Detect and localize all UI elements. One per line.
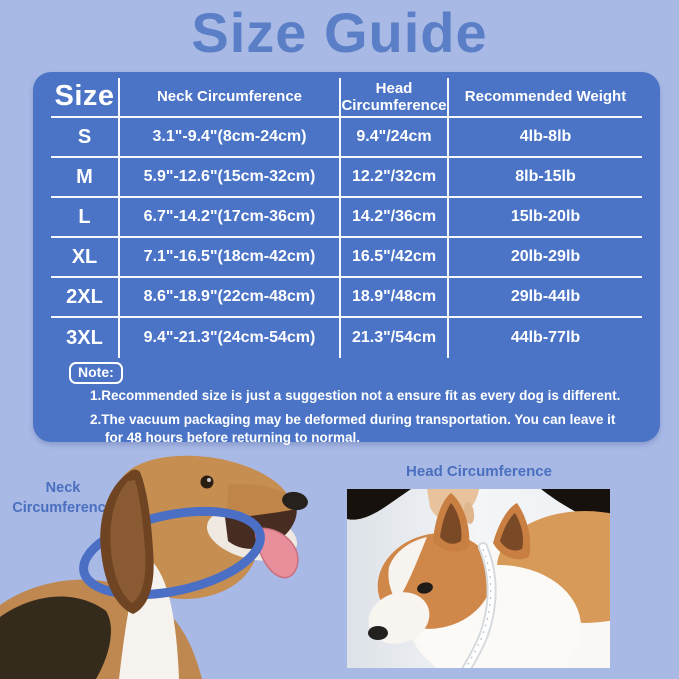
table-row-2xl-weight: 29lb-44lb bbox=[449, 278, 642, 318]
table-row-s-weight: 4lb-8lb bbox=[449, 118, 642, 158]
head-measure-photo bbox=[347, 489, 610, 668]
column-header-neck-circumference: Neck Circumference bbox=[120, 78, 341, 118]
table-row-m-head: 12.2"/32cm bbox=[341, 158, 449, 198]
note-item-2: 2.The vacuum packaging may be deformed d… bbox=[90, 411, 616, 445]
table-row-s-neck: 3.1"-9.4"(8cm-24cm) bbox=[120, 118, 341, 158]
size-table: Size Neck Circumference Head Circumferen… bbox=[51, 78, 642, 358]
column-header-head-circumference: Head Circumference bbox=[341, 78, 449, 118]
size-table-panel: Size Neck Circumference Head Circumferen… bbox=[33, 72, 660, 445]
table-row-l-size: L bbox=[51, 198, 120, 238]
column-header-recommended-weight: Recommended Weight bbox=[449, 78, 642, 118]
table-row-l-head: 14.2"/36cm bbox=[341, 198, 449, 238]
table-row-3xl-neck: 9.4"-21.3"(24cm-54cm) bbox=[120, 318, 341, 358]
table-row-2xl-size: 2XL bbox=[51, 278, 120, 318]
column-header-size: Size bbox=[51, 78, 120, 118]
table-row-l-neck: 6.7"-14.2"(17cm-36cm) bbox=[120, 198, 341, 238]
neck-measure-ring-icon bbox=[79, 506, 265, 600]
table-row-3xl-weight: 44lb-77lb bbox=[510, 329, 581, 346]
table-row-2xl-neck: 8.6"-18.9"(22cm-48cm) bbox=[120, 278, 341, 318]
note-item-1: 1.Recommended size is just a suggestion … bbox=[90, 388, 621, 403]
table-row-xl-head: 16.5"/42cm bbox=[341, 238, 449, 278]
table-row-xl-neck: 7.1"-16.5"(18cm-42cm) bbox=[120, 238, 341, 278]
table-row-l-weight: 15lb-20lb bbox=[449, 198, 642, 238]
beagle-dog-image bbox=[0, 455, 308, 679]
table-row-m-neck: 5.9"-12.6"(15cm-32cm) bbox=[120, 158, 341, 198]
note-list: 1.Recommended size is just a suggestion … bbox=[90, 387, 635, 452]
page-title: Size Guide bbox=[191, 1, 488, 64]
table-row-xl-weight: 20lb-29lb bbox=[449, 238, 642, 278]
table-row-2xl-head: 18.9"/48cm bbox=[341, 278, 449, 318]
table-row-m-size: M bbox=[51, 158, 120, 198]
table-row-m-weight: 8lb-15lb bbox=[449, 158, 642, 198]
table-row-s-head: 9.4"/24cm bbox=[341, 118, 449, 158]
note-label: Note: bbox=[69, 362, 123, 384]
table-row-xl-size: XL bbox=[51, 238, 120, 278]
head-circumference-label: Head Circumference bbox=[406, 463, 552, 480]
table-row-3xl-size: 3XL bbox=[51, 318, 120, 358]
neck-circumference-label: Neck Circumference bbox=[12, 480, 114, 516]
table-row-s-size: S bbox=[51, 118, 120, 158]
table-row-3xl-head: 21.3"/54cm bbox=[341, 318, 449, 358]
measuring-tape-icon bbox=[462, 542, 497, 668]
